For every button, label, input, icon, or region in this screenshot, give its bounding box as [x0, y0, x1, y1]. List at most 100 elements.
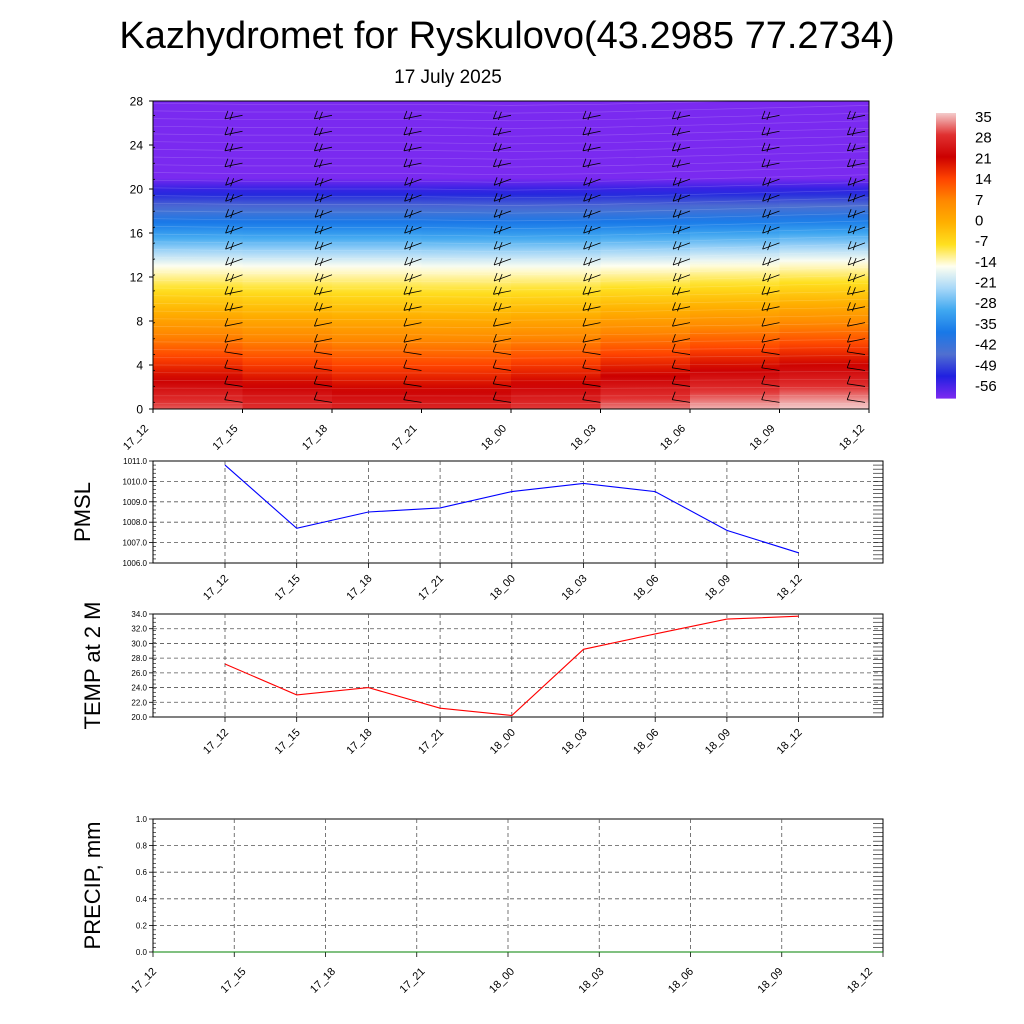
wind-barb	[583, 256, 601, 267]
temperature-field	[153, 101, 869, 409]
wind-barb	[153, 338, 156, 340]
wind-barb	[313, 375, 333, 387]
wind-barb	[313, 359, 333, 371]
wind-barb	[762, 272, 780, 283]
chart-date: 17 July 2025	[394, 67, 502, 88]
x-tick-label: 17_12	[129, 966, 159, 996]
chart-title: Kazhydromet for Ryskulovo(43.2985 77.273…	[119, 15, 894, 57]
wind-barb	[224, 343, 243, 355]
wind-barb	[672, 272, 691, 283]
y-tick-label: 1007.0	[123, 539, 148, 548]
colorbar-label: -49	[975, 357, 997, 374]
wind-barb	[672, 318, 691, 327]
temperature-column	[153, 101, 244, 409]
wind-barb	[224, 286, 243, 296]
wind-barb	[225, 209, 243, 219]
wind-barb	[582, 318, 601, 327]
contour-line	[153, 267, 869, 276]
temperature-column	[332, 101, 423, 409]
colorbar-label: 0	[975, 212, 983, 229]
wind-barb	[153, 210, 156, 213]
temperature-column	[690, 101, 781, 409]
wind-barb	[582, 126, 601, 136]
wind-barb	[404, 177, 422, 187]
wind-barb	[313, 391, 333, 403]
contour-line	[153, 174, 869, 183]
wind-barb	[225, 224, 243, 235]
contour-line	[153, 189, 869, 199]
contour-line	[153, 346, 869, 351]
wind-barb	[762, 209, 780, 219]
x-tick-label: 17_12	[201, 573, 231, 603]
wind-barb	[761, 126, 780, 136]
wind-barb	[403, 318, 422, 327]
colorbar-label: -56	[975, 378, 997, 395]
wind-barb	[847, 318, 866, 327]
y-tick-label: 20	[130, 183, 144, 197]
y-tick-label: 28	[130, 95, 144, 109]
wind-barb	[224, 158, 243, 168]
wind-barb	[403, 391, 422, 403]
wind-barb	[314, 318, 333, 327]
y-tick-label: 12	[130, 271, 144, 285]
wind-barb	[314, 142, 333, 152]
wind-barb	[403, 375, 422, 387]
y-tick-label: 24.0	[131, 684, 147, 693]
plot-frame	[152, 460, 884, 564]
contour-line	[153, 275, 869, 283]
wind-barb	[582, 334, 601, 343]
x-tick-label: 17_12	[121, 423, 151, 453]
y-tick-label: 22.0	[131, 698, 147, 707]
x-tick-label: 18_06	[658, 423, 688, 453]
y-tick-label: 0.0	[136, 948, 148, 957]
wind-barb	[847, 126, 866, 136]
wind-barb	[225, 240, 243, 251]
wind-barb	[314, 256, 333, 267]
wind-barb	[761, 391, 780, 403]
contour-line	[153, 386, 869, 389]
wind-barb	[493, 177, 512, 187]
contour-line	[153, 166, 869, 176]
temp-2m-panel: 20.0 22.0 24.0 26.0 28.0 30.0 32.0 34.0 17_12 17_…	[80, 602, 884, 757]
wind-barb	[404, 256, 422, 267]
y-axis-label: PRECIP, mm	[80, 822, 105, 950]
wind-barb	[582, 359, 601, 371]
contour-line	[153, 243, 869, 253]
contour-line	[153, 322, 869, 329]
x-tick-label: 18_03	[569, 423, 599, 453]
wind-barb	[847, 256, 866, 267]
y-tick-label: 26.0	[131, 669, 147, 678]
wind-barb	[492, 391, 512, 403]
contour-line	[153, 394, 869, 397]
wind-barb	[314, 126, 333, 136]
temperature-column	[511, 101, 602, 409]
wind-barb	[314, 302, 333, 312]
colorbar-gradient	[936, 113, 956, 398]
contour-line	[153, 354, 869, 359]
wind-barb	[225, 193, 243, 203]
wind-barb	[493, 334, 512, 343]
x-tick-label: 18_03	[560, 573, 590, 603]
colorbar-label: 14	[975, 171, 992, 188]
wind-barb	[153, 130, 156, 133]
temperature-column	[779, 101, 869, 409]
colorbar-label: -14	[975, 254, 997, 271]
wind-barb	[583, 209, 601, 219]
contour-line	[153, 314, 869, 321]
wind-barb	[493, 224, 512, 235]
wind-barb	[493, 272, 512, 283]
wind-barb	[582, 391, 601, 403]
contour-line	[153, 143, 869, 152]
wind-barb	[314, 209, 333, 219]
wind-barb	[761, 343, 780, 355]
y-tick-label: 1006.0	[123, 559, 148, 568]
contour-line	[153, 378, 869, 382]
wind-barb	[403, 334, 422, 343]
wind-barb	[846, 375, 866, 387]
x-tick-label: 17_18	[344, 573, 374, 603]
wind-barb	[761, 110, 780, 121]
x-tick-label: 17_18	[300, 423, 330, 453]
wind-barb	[847, 286, 866, 296]
wind-barb	[153, 306, 156, 308]
